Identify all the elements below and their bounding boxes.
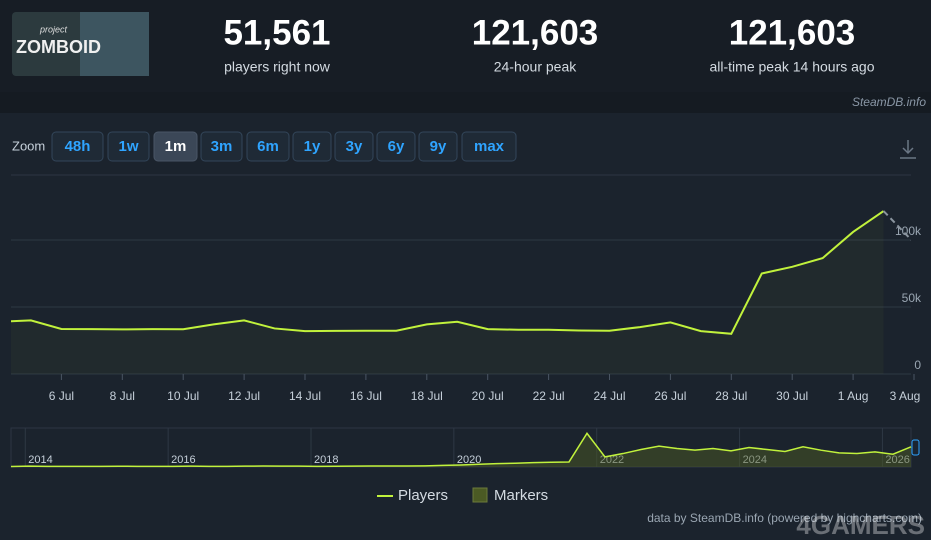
navigator-tick-label: 2020 <box>457 454 481 466</box>
navigator-tick-label: 2016 <box>171 454 195 466</box>
x-tick-label: 24 Jul <box>593 389 625 403</box>
zoom-button[interactable] <box>292 131 332 162</box>
download-icon[interactable] <box>900 140 916 159</box>
plot <box>11 210 911 374</box>
logo-art <box>80 12 149 76</box>
zoom-button-label[interactable]: 1w <box>118 138 138 155</box>
x-tick-label: 20 Jul <box>472 389 504 403</box>
logo-big: ZOMBOID <box>16 37 101 57</box>
zoom-button[interactable] <box>334 131 374 162</box>
area <box>11 211 884 374</box>
x-tick-label: 18 Jul <box>411 389 443 403</box>
y-tick-label: 50k <box>902 291 922 305</box>
legend-label[interactable]: Markers <box>494 487 548 504</box>
navigator-line <box>10 432 912 468</box>
series-line <box>11 210 885 335</box>
zoom-button-label[interactable]: 3y <box>346 138 363 155</box>
zoom-button-label[interactable]: 9y <box>430 138 447 155</box>
zoom-button[interactable] <box>153 131 198 162</box>
watermark: 4GAMERS <box>796 510 925 540</box>
stat-value: 121,603 <box>729 13 856 52</box>
zoom-button[interactable] <box>51 131 104 162</box>
navigator-handle[interactable] <box>911 439 920 456</box>
zoom-button-label[interactable]: 1m <box>165 138 187 155</box>
navigator-tick-label: 2014 <box>28 454 52 466</box>
zoom-button[interactable] <box>461 131 517 162</box>
zoom-button[interactable] <box>246 131 290 162</box>
y-tick-label: 0 <box>914 358 921 372</box>
stat-value: 51,561 <box>223 13 330 52</box>
zoom-button[interactable] <box>376 131 416 162</box>
x-tick-label: 22 Jul <box>533 389 565 403</box>
y-tick-label: 100k <box>895 224 922 238</box>
x-tick-label: 14 Jul <box>289 389 321 403</box>
zoom-button-label[interactable]: 3m <box>211 138 233 155</box>
stat-label: all-time peak 14 hours ago <box>710 59 875 75</box>
stat-value: 121,603 <box>472 13 599 52</box>
legend-symbol[interactable] <box>472 487 488 503</box>
zoom-button-label[interactable]: 6y <box>388 138 405 155</box>
navigator-area <box>11 433 911 467</box>
logo-small: project <box>39 24 68 34</box>
zoom-button[interactable] <box>107 131 150 162</box>
zoom-button[interactable] <box>418 131 458 162</box>
stat-label: 24-hour peak <box>494 59 578 75</box>
source-strip <box>0 92 931 113</box>
x-tick-label: 30 Jul <box>776 389 808 403</box>
zoom-label: Zoom <box>12 138 45 153</box>
zoom-button-label[interactable]: max <box>474 138 505 155</box>
series-line-partial <box>882 210 911 241</box>
x-tick-label: 8 Jul <box>110 389 135 403</box>
x-tick-label: 10 Jul <box>167 389 199 403</box>
stat-label: players right now <box>224 59 331 75</box>
zoom-button-label[interactable]: 48h <box>65 138 91 155</box>
zoom-button-label[interactable]: 6m <box>257 138 279 155</box>
credit: data by SteamDB.info (powered by highcha… <box>647 511 922 525</box>
x-tick-label: 16 Jul <box>350 389 382 403</box>
x-tick-label: 12 Jul <box>228 389 260 403</box>
source: SteamDB.info <box>852 95 926 109</box>
zoom-button[interactable] <box>200 131 243 162</box>
x-tick-label: 6 Jul <box>49 389 74 403</box>
x-tick-label: 3 Aug <box>890 389 921 403</box>
legend-label[interactable]: Players <box>398 487 448 504</box>
header-bar <box>0 0 931 92</box>
x-tick-label: 26 Jul <box>654 389 686 403</box>
x-tick-label: 28 Jul <box>715 389 747 403</box>
x-tick-label: 1 Aug <box>838 389 869 403</box>
zoom-button-label[interactable]: 1y <box>304 138 321 155</box>
navigator-tick-label: 2018 <box>314 454 338 466</box>
